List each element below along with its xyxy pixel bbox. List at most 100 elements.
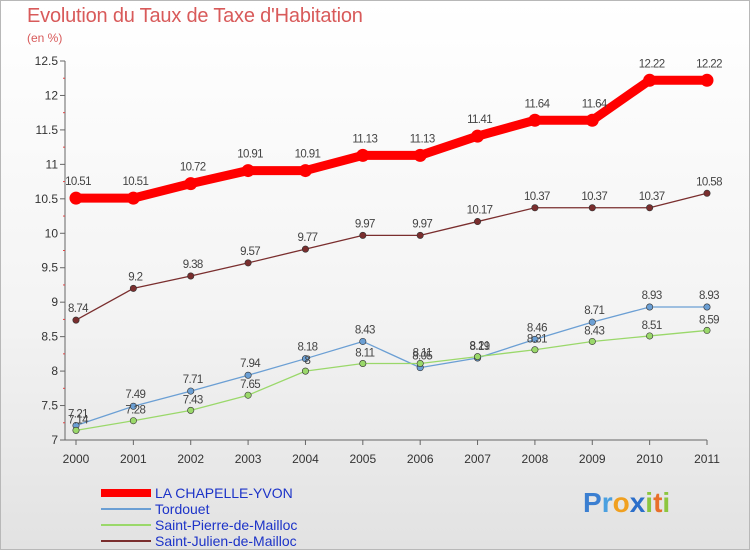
- data-point: [69, 191, 83, 205]
- y-tick-label: 12.5: [35, 54, 59, 68]
- y-tick-label: 7.5: [41, 399, 58, 413]
- data-point: [703, 303, 711, 311]
- data-label: 9.97: [355, 218, 375, 230]
- chart-subtitle: (en %): [27, 31, 63, 45]
- data-point: [301, 355, 309, 363]
- x-tick-label: 2006: [407, 452, 434, 466]
- data-point: [184, 177, 198, 191]
- data-label: 8.93: [699, 290, 719, 302]
- data-label: 8.51: [642, 320, 662, 332]
- data-label: 7.28: [125, 405, 145, 417]
- data-label: 7.65: [240, 379, 260, 391]
- data-point: [244, 371, 252, 379]
- data-label: 8.43: [355, 324, 375, 336]
- y-tick-label: 10.5: [35, 192, 59, 206]
- data-label: 9.2: [128, 271, 142, 283]
- data-label: 10.37: [581, 191, 607, 203]
- data-point: [356, 148, 370, 162]
- x-tick-label: 2010: [636, 452, 663, 466]
- x-tick-label: 2001: [120, 452, 147, 466]
- data-point: [646, 332, 654, 340]
- data-point: [585, 113, 599, 127]
- data-point: [359, 337, 367, 345]
- data-point: [643, 73, 657, 87]
- data-point: [244, 259, 252, 267]
- data-label: 7.71: [183, 374, 203, 386]
- data-label: 10.91: [237, 149, 263, 161]
- data-label: 10.72: [180, 162, 206, 174]
- data-point: [359, 360, 367, 368]
- legend-label: Saint-Julien-de-Mailloc: [155, 533, 297, 549]
- data-label: 9.38: [183, 259, 203, 271]
- legend-swatch: [101, 508, 151, 510]
- data-label: 9.97: [412, 218, 432, 230]
- data-point: [187, 406, 195, 414]
- data-label: 11.64: [524, 98, 550, 110]
- y-tick-label: 7: [51, 433, 58, 447]
- data-label: 8: [305, 355, 311, 367]
- data-label: 8.43: [584, 325, 604, 337]
- data-label: 7.21: [68, 409, 88, 421]
- data-point: [413, 148, 427, 162]
- x-tick-label: 2000: [63, 452, 90, 466]
- data-point: [531, 204, 539, 212]
- data-point: [126, 191, 140, 205]
- data-point: [416, 231, 424, 239]
- data-point: [703, 326, 711, 334]
- data-point: [359, 231, 367, 239]
- data-label: 11.41: [467, 114, 492, 126]
- y-tick-label: 11: [46, 157, 59, 171]
- data-point: [531, 346, 539, 354]
- data-point: [72, 426, 80, 434]
- data-label: 8.11: [355, 348, 374, 360]
- data-label: 7.14: [68, 414, 89, 426]
- data-point: [187, 387, 195, 395]
- data-label: 8.71: [584, 305, 604, 317]
- x-tick-label: 2007: [464, 452, 491, 466]
- y-tick-label: 12: [45, 88, 59, 102]
- x-tick-label: 2002: [177, 452, 204, 466]
- data-label: 10.58: [696, 176, 722, 188]
- series-line: [71, 75, 712, 203]
- legend-label: Saint-Pierre-de-Mailloc: [155, 517, 298, 533]
- data-point: [588, 318, 596, 326]
- data-label: 10.37: [524, 191, 550, 203]
- data-label: 10.51: [122, 176, 148, 188]
- series-line: [75, 329, 708, 432]
- data-label: 7.43: [183, 394, 203, 406]
- data-point: [646, 204, 654, 212]
- legend-label: LA CHAPELLE-YVON: [155, 485, 293, 501]
- data-label: 9.57: [240, 246, 260, 258]
- legend-swatch: [101, 489, 151, 497]
- data-point: [72, 316, 80, 324]
- y-tick-label: 8: [51, 364, 58, 378]
- x-tick-label: 2005: [349, 452, 376, 466]
- y-tick-label: 9.5: [41, 261, 58, 275]
- data-point: [471, 129, 485, 143]
- data-point: [474, 353, 482, 361]
- data-label: 8.21: [470, 341, 490, 353]
- y-tick-label: 10: [45, 226, 59, 240]
- data-label: 11.64: [582, 98, 608, 110]
- x-tick-label: 2009: [579, 452, 606, 466]
- y-tick-label: 8.5: [41, 330, 58, 344]
- chart-title: Evolution du Taux de Taxe d'Habitation: [27, 5, 363, 27]
- data-point: [298, 164, 312, 178]
- series-line: [75, 306, 708, 427]
- data-point: [129, 417, 137, 425]
- data-point: [244, 391, 252, 399]
- data-label: 8.31: [527, 334, 547, 346]
- proxiti-logo: Proxiti: [583, 487, 671, 518]
- data-point: [301, 367, 309, 375]
- data-point: [474, 218, 482, 226]
- data-label: 9.77: [297, 232, 317, 244]
- data-label: 8.19: [470, 341, 490, 353]
- data-label: 10.51: [65, 176, 91, 188]
- data-point: [700, 73, 714, 87]
- y-tick-label: 9: [51, 295, 58, 309]
- data-label: 8.93: [642, 290, 662, 302]
- data-point: [301, 245, 309, 253]
- data-point: [588, 337, 596, 345]
